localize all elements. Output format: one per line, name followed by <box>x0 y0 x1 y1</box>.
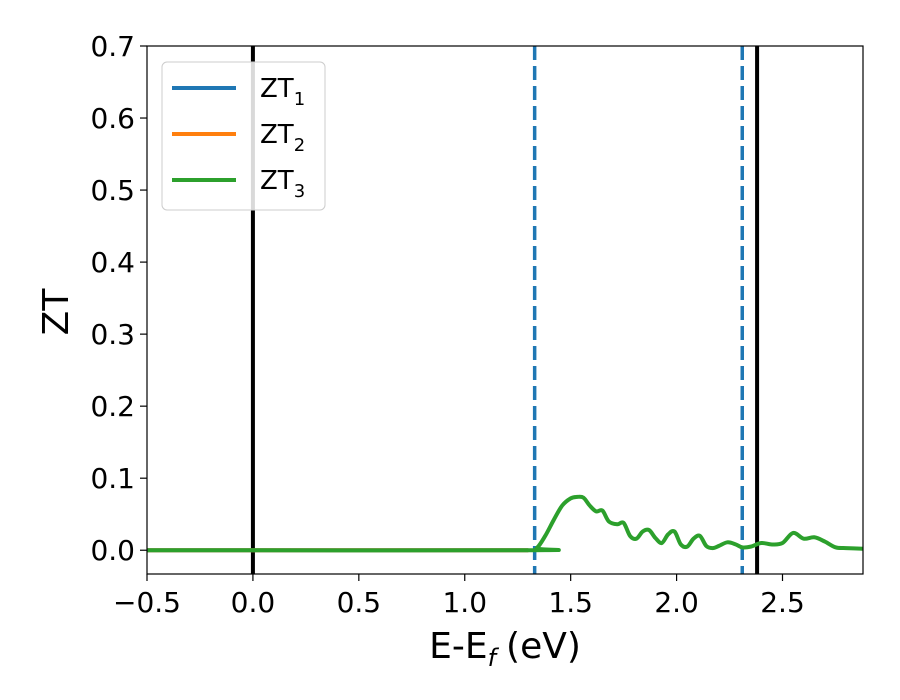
y-tick-label: 0.3 <box>90 318 135 351</box>
plot-frame <box>146 45 864 575</box>
y-tick-label: 0.5 <box>90 174 135 207</box>
x-axis-title: E-Ef (eV) <box>429 626 581 672</box>
legend-label-zt3: ZT3 <box>260 166 305 202</box>
y-tick-label: 0.6 <box>90 102 135 135</box>
series-line-zt3 <box>147 494 863 553</box>
legend-box <box>161 61 326 211</box>
y-tick-label: 0.7 <box>90 30 135 63</box>
x-tick-label: 1.5 <box>548 586 593 619</box>
x-tick-label: 2.0 <box>654 586 699 619</box>
y-tick-label: 0.1 <box>90 462 135 495</box>
x-tick-label: −0.5 <box>113 586 181 619</box>
y-axis-ticks: 0.0 0.1 0.2 0.3 0.4 0.5 0.6 0.7 <box>90 30 147 567</box>
x-tick-label: 1.0 <box>442 586 487 619</box>
y-tick-label: 0.4 <box>90 246 135 279</box>
legend: ZT1 ZT2 ZT3 <box>161 61 326 211</box>
data-series <box>147 494 863 553</box>
legend-label-zt2: ZT2 <box>260 120 305 156</box>
y-tick-label: 0.2 <box>90 390 135 423</box>
x-tick-label: 0.5 <box>337 586 382 619</box>
x-axis-ticks: −0.5 0.0 0.5 1.0 1.5 2.0 2.5 <box>113 574 805 619</box>
y-axis-title: ZT <box>36 288 77 336</box>
x-tick-label: 2.5 <box>760 586 805 619</box>
x-tick-label: 0.0 <box>231 586 276 619</box>
legend-label-zt1: ZT1 <box>260 74 305 110</box>
y-tick-label: 0.0 <box>90 534 135 567</box>
